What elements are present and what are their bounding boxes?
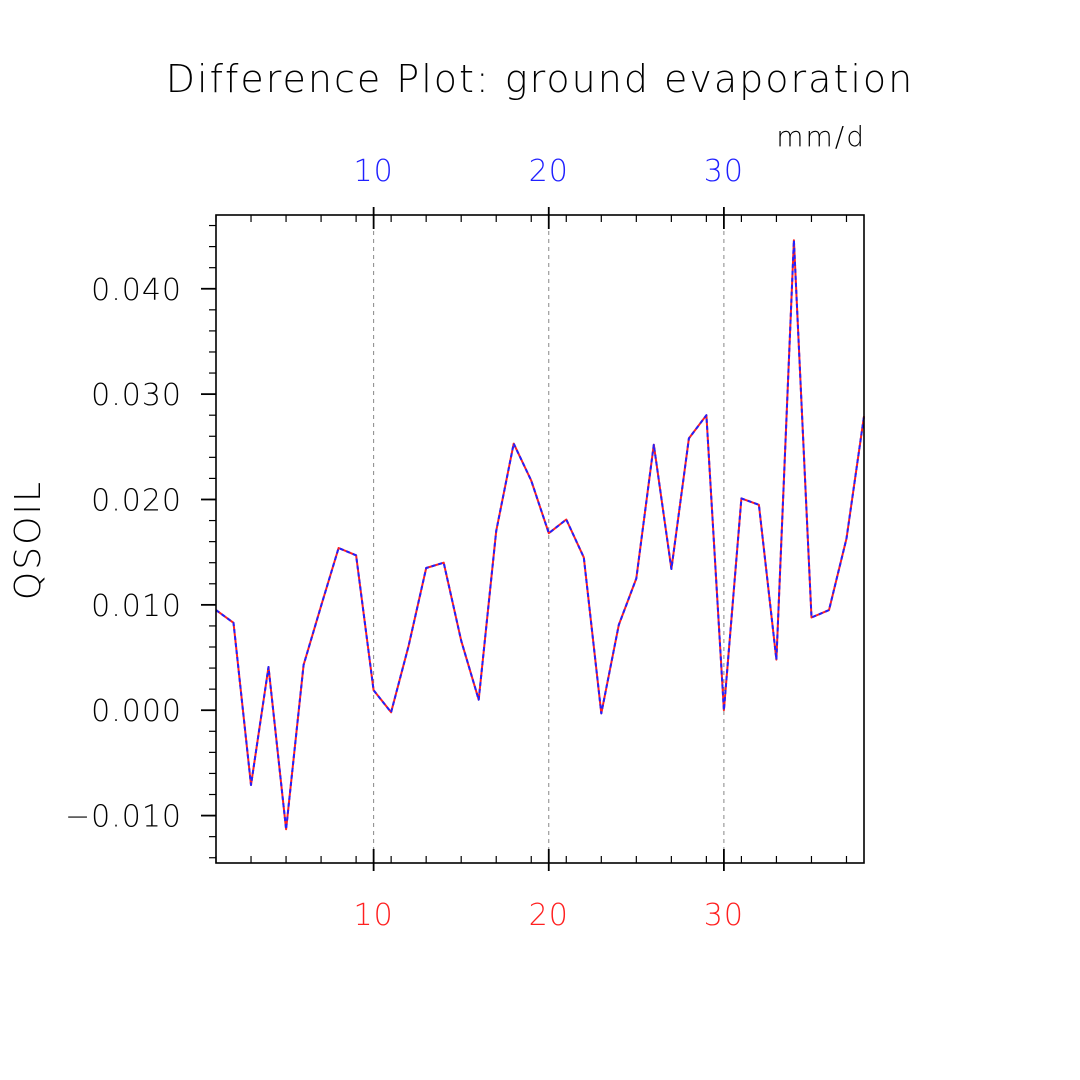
tick-layer [201,207,848,871]
x-tick-label-bottom: 20 [529,898,569,933]
x-tick-label-bottom: 30 [704,898,744,933]
y-tick-label: 0.020 [91,483,182,518]
units-label: mm/d [776,120,866,153]
x-tick-label-top: 20 [529,154,569,189]
label-layer: 10 10 20 20 30 30 −0.010 0.000 0.010 0.020 0.030 0.… [65,154,744,933]
grid-layer [373,215,725,863]
series-layer [215,239,865,831]
x-tick-label-top: 10 [354,154,394,189]
y-tick-label: 0.000 [91,694,182,729]
y-tick-label: 0.030 [91,378,182,413]
series-line [215,239,865,831]
x-tick-label-top: 30 [704,154,744,189]
y-axis-label: QSOIL [8,480,49,600]
plot-frame [215,214,865,864]
y-tick-label: −0.010 [65,800,182,835]
x-tick-label-bottom: 10 [354,898,394,933]
y-tick-label: 0.010 [91,589,182,624]
chart-title: Difference Plot: ground evaporation [166,57,915,101]
y-tick-label: 0.040 [91,273,182,308]
